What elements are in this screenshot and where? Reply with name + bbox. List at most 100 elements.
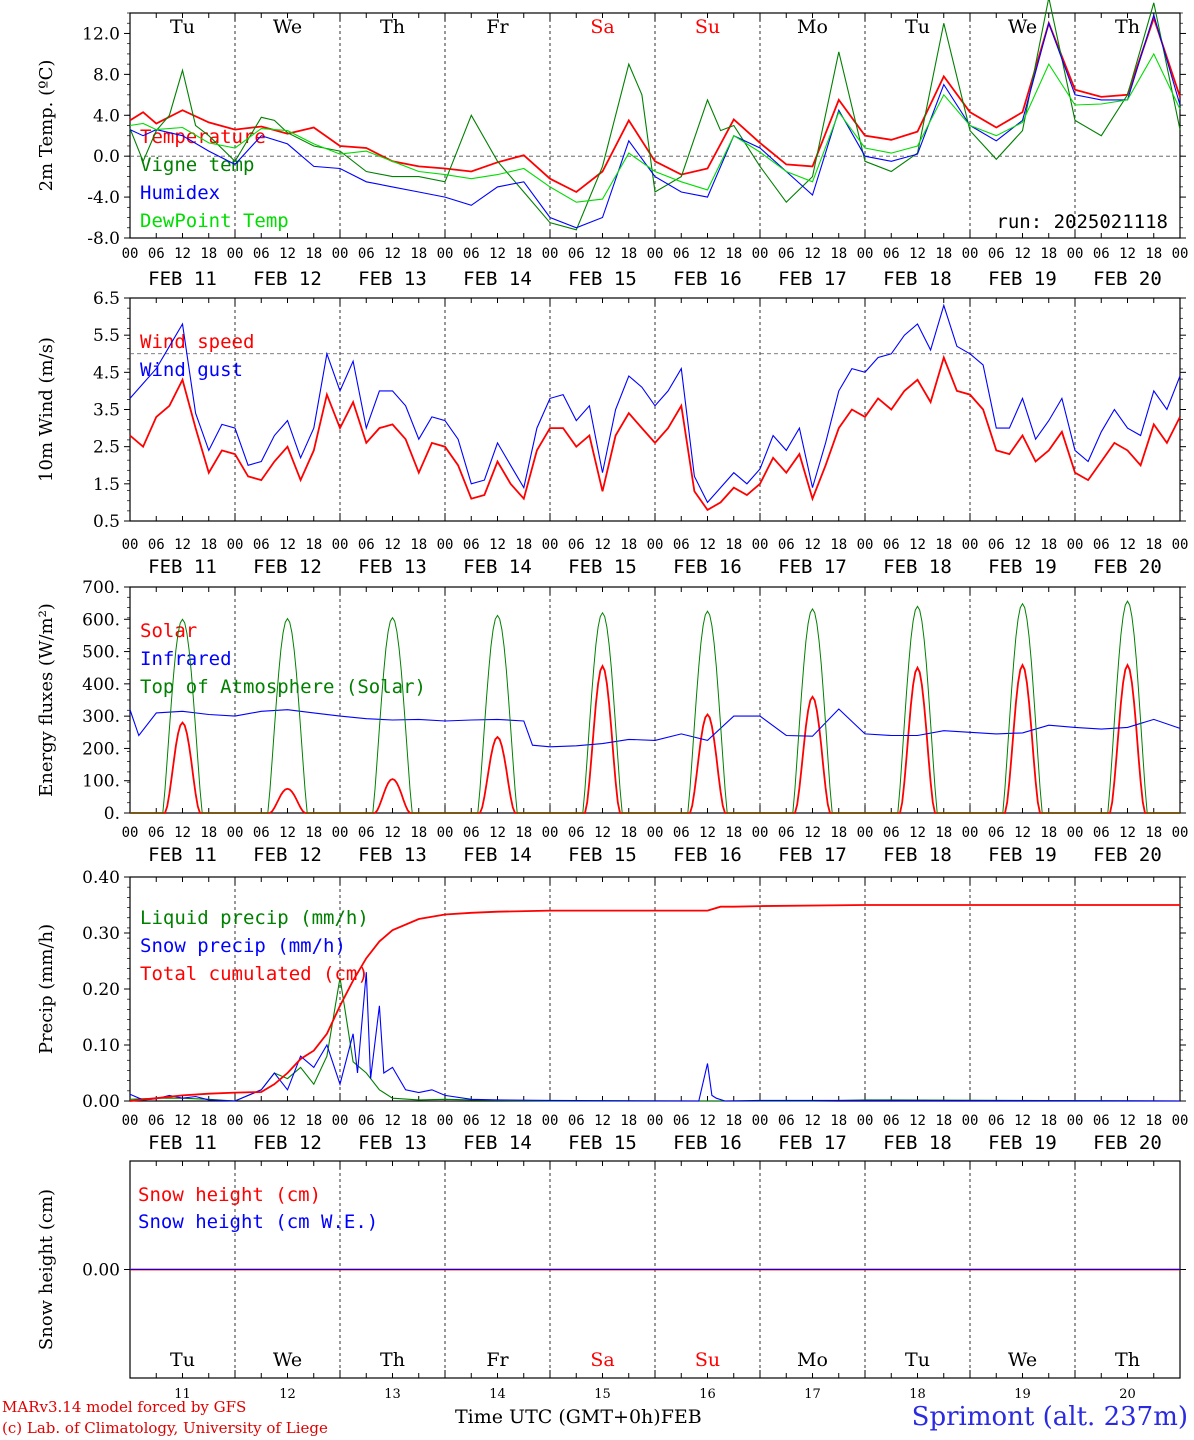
hour-tick-label: 06 <box>673 1113 690 1129</box>
hour-tick-label: 18 <box>620 1113 637 1129</box>
month-label: FEB <box>660 1406 702 1428</box>
hour-tick-label: 00 <box>332 825 349 841</box>
weekday-label-top: Th <box>380 16 405 38</box>
hour-tick-label: 12 <box>1119 537 1136 553</box>
series-line-dewpoint-temp <box>129 52 1181 203</box>
hour-tick-label: 06 <box>568 825 585 841</box>
hour-tick-label: 12 <box>804 246 821 262</box>
date-label: FEB 16 <box>673 844 742 866</box>
hour-tick-label: 12 <box>804 1113 821 1129</box>
hour-tick-label: 00 <box>962 1113 979 1129</box>
y-tick-label: 0.40 <box>82 868 120 888</box>
hour-tick-label: 00 <box>437 1113 454 1129</box>
toa-solar-series-line-day-7 <box>760 608 865 814</box>
hour-tick-label: 06 <box>148 246 165 262</box>
legend-entry: Wind gust <box>140 359 243 381</box>
solar-series-line-day-5 <box>550 664 655 814</box>
hour-tick-label: 18 <box>725 537 742 553</box>
hour-tick-label: 00 <box>1067 1113 1084 1129</box>
hour-tick-label: 00 <box>647 825 664 841</box>
hour-tick-label: 12 <box>174 1113 191 1129</box>
date-label: FEB 17 <box>778 556 847 578</box>
hour-tick-label: 06 <box>358 825 375 841</box>
legend-entry: Vigne temp <box>140 154 254 176</box>
legend-entry: Temperature <box>140 126 266 148</box>
hour-tick-label: 00 <box>122 246 139 262</box>
date-label: FEB 19 <box>988 268 1057 290</box>
hour-tick-label: 12 <box>594 1113 611 1129</box>
hour-tick-label: 06 <box>1093 537 1110 553</box>
legend-entry: Total cumulated (cm) <box>140 963 369 985</box>
hour-tick-label: 00 <box>227 246 244 262</box>
hour-tick-label: 00 <box>1172 1113 1189 1129</box>
hour-tick-label: 12 <box>384 246 401 262</box>
hour-tick-label: 00 <box>332 537 349 553</box>
date-label: FEB 11 <box>148 1132 217 1154</box>
hour-tick-label: 12 <box>384 537 401 553</box>
hour-tick-label: 18 <box>200 825 217 841</box>
hour-tick-label: 00 <box>332 1113 349 1129</box>
solar-series-line-day-6 <box>655 712 760 814</box>
toa-solar-series-line-day-6 <box>655 610 760 814</box>
hour-tick-label: 12 <box>1014 246 1031 262</box>
hour-tick-label: 00 <box>1172 537 1189 553</box>
hour-tick-label: 12 <box>699 246 716 262</box>
toa-solar-series-line-day-4 <box>445 614 550 814</box>
hour-tick-label: 06 <box>988 1113 1005 1129</box>
date-label: FEB 13 <box>358 844 427 866</box>
hour-tick-label: 00 <box>752 825 769 841</box>
hour-tick-label: 18 <box>1145 246 1162 262</box>
hour-tick-label: 18 <box>1145 537 1162 553</box>
date-label: FEB 15 <box>568 268 637 290</box>
y-tick-label: 600. <box>82 610 120 630</box>
hour-tick-label: 06 <box>988 537 1005 553</box>
date-label: FEB 17 <box>778 268 847 290</box>
hour-tick-label: 00 <box>332 246 349 262</box>
date-label: FEB 17 <box>778 844 847 866</box>
legend-entry: Humidex <box>140 182 220 204</box>
hour-tick-label: 18 <box>1145 825 1162 841</box>
hour-tick-label: 18 <box>410 246 427 262</box>
hour-tick-label: 12 <box>1119 825 1136 841</box>
y-axis-label: Precip (mm/h) <box>36 924 57 1054</box>
hour-tick-label: 00 <box>962 825 979 841</box>
day-number-label: 13 <box>384 1387 401 1402</box>
y-tick-label: 0.5 <box>93 512 120 532</box>
date-label: FEB 14 <box>463 1132 532 1154</box>
date-label: FEB 13 <box>358 1132 427 1154</box>
hour-tick-label: 12 <box>699 537 716 553</box>
y-axis-label: Snow height (cm) <box>36 1189 57 1350</box>
hour-tick-label: 12 <box>1119 246 1136 262</box>
hour-tick-label: 00 <box>122 537 139 553</box>
hour-tick-label: 18 <box>830 1113 847 1129</box>
hour-tick-label: 00 <box>1067 825 1084 841</box>
y-tick-label: 5.5 <box>93 326 120 346</box>
series-line-vigne-temp <box>129 0 1181 231</box>
weekday-label-bottom: We <box>273 1349 302 1371</box>
legend-entry: Liquid precip (mm/h) <box>140 907 369 929</box>
series-line-humidex <box>129 13 1181 229</box>
hour-tick-label: 12 <box>279 825 296 841</box>
hour-tick-label: 18 <box>620 537 637 553</box>
y-axis-label: 2m Temp. (ºC) <box>36 60 57 192</box>
y-tick-label: 2.5 <box>93 438 120 458</box>
weekday-label-top: Mo <box>797 16 828 38</box>
legend-entry: Wind speed <box>140 331 254 353</box>
date-label: FEB 19 <box>988 1132 1057 1154</box>
hour-tick-label: 18 <box>515 537 532 553</box>
date-label: FEB 13 <box>358 268 427 290</box>
hour-tick-label: 18 <box>305 537 322 553</box>
toa-solar-series-line-day-3 <box>340 616 445 814</box>
date-label: FEB 16 <box>673 556 742 578</box>
hour-tick-label: 12 <box>699 825 716 841</box>
y-tick-label: 300. <box>82 707 120 727</box>
hour-tick-label: 06 <box>1093 1113 1110 1129</box>
date-label: FEB 20 <box>1093 1132 1162 1154</box>
weekday-label-bottom: Mo <box>797 1349 828 1371</box>
time-label: Time UTC (GMT+0h) <box>455 1406 661 1428</box>
hour-tick-label: 12 <box>174 825 191 841</box>
y-tick-label: 500. <box>82 643 120 663</box>
legend-entry: Snow height (cm W.E.) <box>138 1211 378 1233</box>
hour-tick-label: 06 <box>988 246 1005 262</box>
